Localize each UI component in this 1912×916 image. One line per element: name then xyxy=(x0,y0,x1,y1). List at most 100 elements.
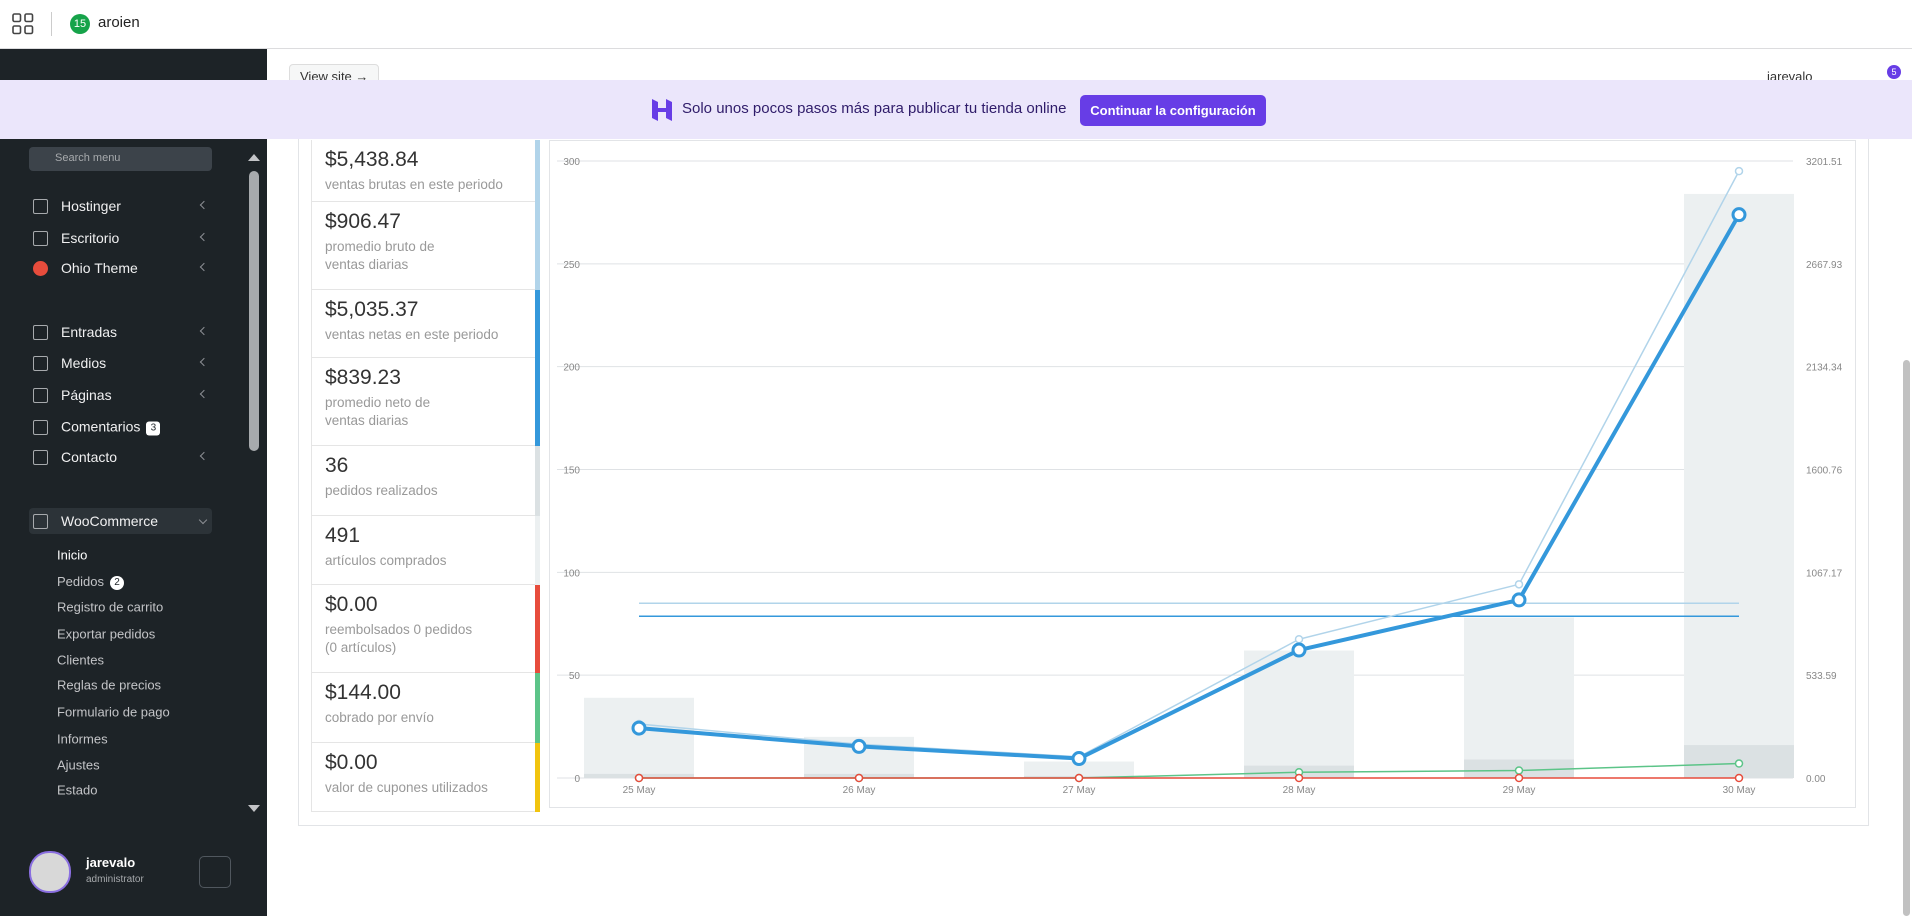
stat-label: ventas diarias xyxy=(325,413,409,428)
menu-icon xyxy=(33,325,48,340)
stat-value: $5,035.37 xyxy=(325,298,419,321)
x-tick-label: 26 May xyxy=(843,785,876,796)
submenu-label: Formulario de pago xyxy=(57,704,170,720)
point xyxy=(1074,773,1084,783)
menu-icon xyxy=(33,261,48,276)
y2-tick-label: 2667.93 xyxy=(1806,260,1843,271)
stat-label: reembolsados 0 pedidos xyxy=(325,622,473,637)
stat-row: $0.00 reembolsados 0 pedidos (0 artículos) xyxy=(311,585,535,673)
submenu-item[interactable]: Ajustes xyxy=(57,758,100,773)
menu-icon xyxy=(33,420,48,435)
menu-item[interactable]: Ohio Theme xyxy=(61,260,138,276)
top-bar: 15 aroien xyxy=(0,0,1912,49)
stat-row: 36 pedidos realizados xyxy=(311,446,535,516)
menu-icon xyxy=(33,231,48,246)
stat-row: $5,438.84 ventas brutas en este periodo xyxy=(311,140,535,202)
stat-color-bar xyxy=(535,673,540,743)
submenu-item[interactable]: Reglas de precios xyxy=(57,678,161,693)
scroll-up[interactable] xyxy=(246,151,262,163)
point xyxy=(1734,166,1744,176)
search-box[interactable]: Search menu xyxy=(29,147,212,171)
point xyxy=(1294,634,1304,644)
menu-item[interactable]: Medios xyxy=(61,355,106,371)
line xyxy=(638,170,1740,758)
point xyxy=(851,738,867,754)
menu-item[interactable]: Entradas xyxy=(61,324,117,340)
y-tick-label: 50 xyxy=(569,671,581,682)
stat-color-bar xyxy=(535,743,540,812)
submenu-label: Clientes xyxy=(57,652,104,668)
stat-label: promedio neto de xyxy=(325,395,431,410)
menu-item[interactable]: Hostinger xyxy=(61,198,121,214)
submenu-label: Estado xyxy=(57,782,98,798)
submenu-label: Reglas de precios xyxy=(57,677,162,693)
scroll-down[interactable] xyxy=(246,803,262,815)
point xyxy=(1514,766,1524,775)
banner-button[interactable]: Continuar la configuración xyxy=(1080,95,1266,126)
stat-color-bar xyxy=(535,202,540,290)
submenu-label: Exportar pedidos xyxy=(57,626,156,642)
submenu-item[interactable]: Pedidos 2 xyxy=(57,574,124,590)
menu-item[interactable]: Comentarios 3 xyxy=(61,418,161,436)
y2-tick-label: 3201.51 xyxy=(1806,157,1843,168)
point xyxy=(1734,759,1744,768)
submenu-item[interactable]: Estado xyxy=(57,783,97,798)
stat-value: 491 xyxy=(325,524,361,547)
menu-icon xyxy=(33,388,48,403)
banner-text: Solo unos pocos pasos más para publicar … xyxy=(682,100,1067,117)
x-tick-label: 30 May xyxy=(1723,785,1756,796)
point xyxy=(631,720,647,736)
menu-item[interactable]: Escritorio xyxy=(61,230,119,246)
page-scrollbar[interactable] xyxy=(1903,360,1910,916)
submenu-item[interactable]: Formulario de pago xyxy=(57,705,170,720)
submenu-label: Inicio xyxy=(57,547,88,563)
menu-item[interactable]: Páginas xyxy=(61,387,112,403)
submenu-badge: 2 xyxy=(109,576,124,590)
bar xyxy=(1464,617,1574,778)
point xyxy=(1731,207,1747,223)
apps-icon[interactable] xyxy=(12,13,34,35)
menu-badge: 3 xyxy=(146,421,161,436)
bar xyxy=(1024,761,1134,778)
menu-label: Entradas xyxy=(61,324,118,340)
notification-badge: 5 xyxy=(1887,65,1901,79)
menu-icon xyxy=(33,514,48,529)
sidebar-scrollbar[interactable] xyxy=(249,171,259,451)
stat-label: valor de cupones utilizados xyxy=(325,780,488,795)
y-tick-label: 250 xyxy=(563,260,580,271)
stat-label: (0 artículos) xyxy=(325,640,397,655)
stat-row: $0.00 valor de cupones utilizados xyxy=(311,743,535,812)
menu-label: Comentarios xyxy=(61,418,141,435)
stat-value: $5,438.84 xyxy=(325,148,419,171)
stat-color-bar xyxy=(535,290,540,358)
menu-item[interactable]: Contacto xyxy=(61,449,117,465)
hostinger-logo xyxy=(652,99,672,121)
submenu-label: Ajustes xyxy=(57,757,100,773)
submenu-label: Registro de carrito xyxy=(57,599,164,615)
point xyxy=(1734,773,1744,783)
divider xyxy=(51,12,52,36)
user-role: administrator xyxy=(86,874,144,885)
avatar xyxy=(29,851,71,893)
menu-icon xyxy=(33,199,48,214)
site-name[interactable]: aroien xyxy=(98,14,140,31)
point xyxy=(1511,592,1527,608)
submenu-item[interactable]: Informes xyxy=(57,732,108,747)
submenu-item[interactable]: Exportar pedidos xyxy=(57,627,155,642)
menu-label: Ohio Theme xyxy=(61,260,138,276)
chart-box xyxy=(549,140,1856,808)
point xyxy=(1514,773,1524,783)
y2-tick-label: 2134.34 xyxy=(1806,363,1843,374)
stat-color-bar xyxy=(535,516,540,585)
point xyxy=(854,773,864,783)
submenu-item[interactable]: Inicio xyxy=(57,548,87,563)
collapse-button[interactable] xyxy=(199,856,231,888)
point xyxy=(634,773,644,783)
x-tick-label: 27 May xyxy=(1063,785,1096,796)
submenu-item[interactable]: Clientes xyxy=(57,653,104,668)
submenu-item[interactable]: Registro de carrito xyxy=(57,600,163,615)
menu-item[interactable]: WooCommerce xyxy=(61,513,158,529)
point xyxy=(1291,642,1307,658)
